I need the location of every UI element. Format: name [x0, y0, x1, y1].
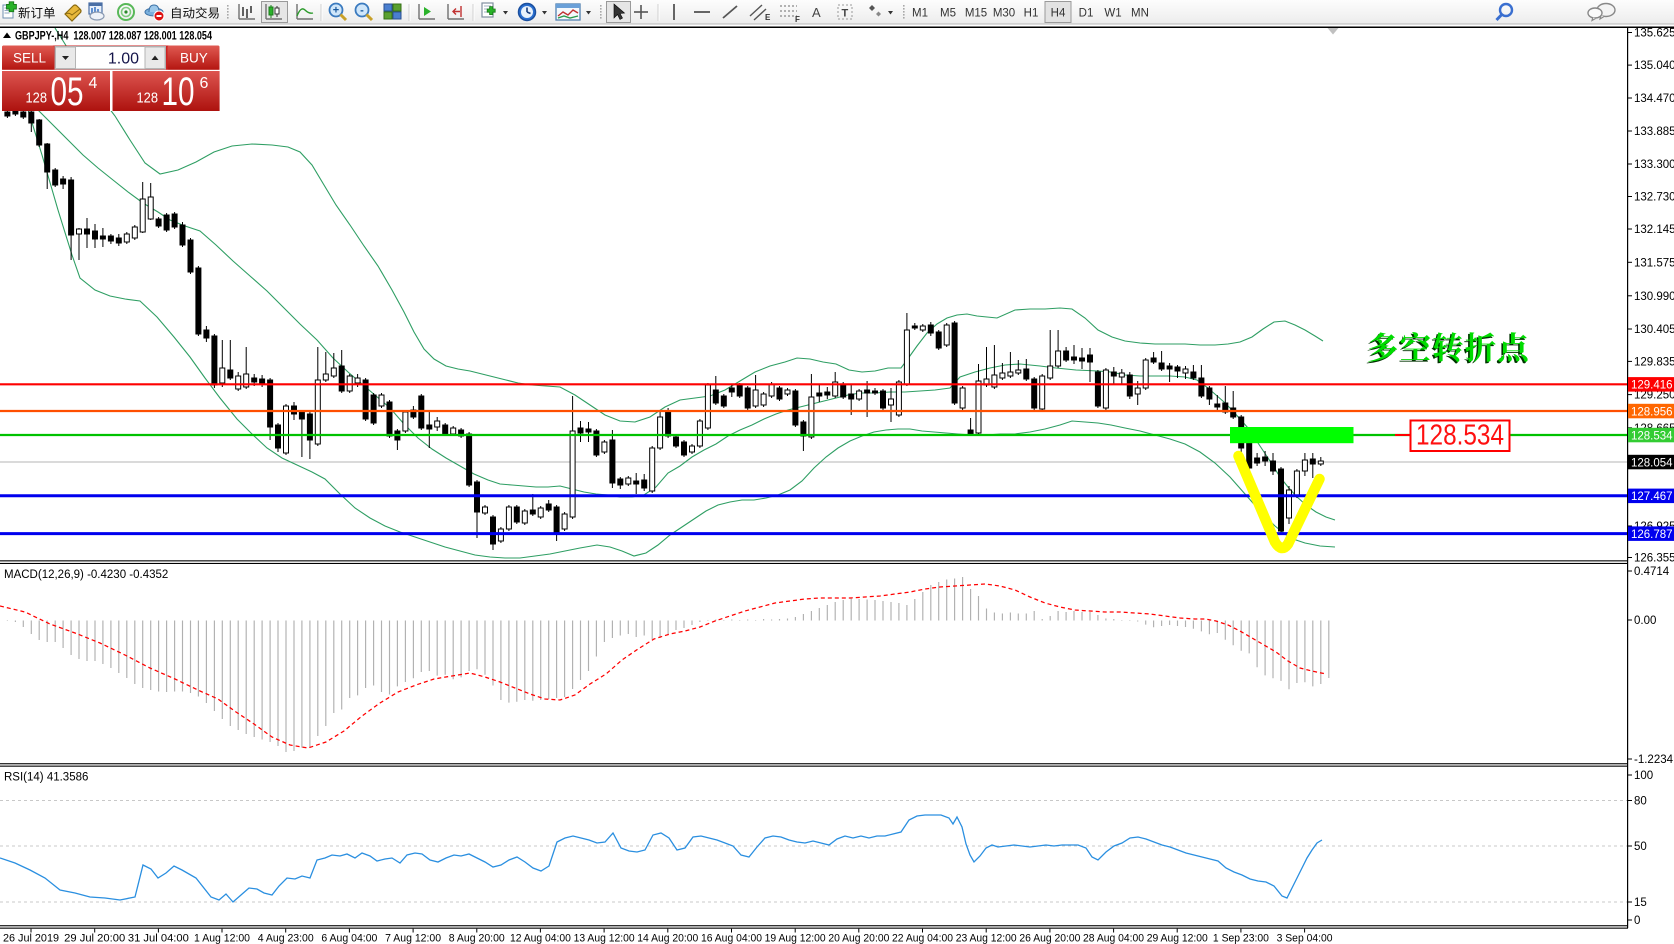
svg-text:29 Jul 20:00: 29 Jul 20:00	[64, 933, 125, 944]
svg-text:MACD(12,26,9) -0.4230 -0.4352: MACD(12,26,9) -0.4230 -0.4352	[4, 569, 168, 581]
svg-text:M1: M1	[912, 8, 928, 20]
svg-text:128.534: 128.534	[1416, 420, 1504, 452]
svg-text:6: 6	[200, 75, 209, 92]
svg-text:23 Aug 12:00: 23 Aug 12:00	[956, 933, 1017, 944]
svg-text:22 Aug 04:00: 22 Aug 04:00	[892, 933, 953, 944]
svg-text:12 Aug 04:00: 12 Aug 04:00	[510, 933, 571, 944]
svg-text:134.470: 134.470	[1634, 93, 1674, 105]
svg-text:M15: M15	[965, 8, 987, 20]
svg-text:BUY: BUY	[180, 51, 208, 66]
svg-text:16 Aug 04:00: 16 Aug 04:00	[701, 933, 762, 944]
svg-text:H1: H1	[1024, 8, 1039, 20]
svg-text:1 Aug 12:00: 1 Aug 12:00	[194, 933, 250, 944]
svg-text:15: 15	[1634, 897, 1647, 909]
svg-text:80: 80	[1634, 796, 1647, 808]
svg-text:26 Jul 2019: 26 Jul 2019	[3, 933, 59, 944]
svg-text:MN: MN	[1131, 8, 1149, 20]
svg-text:31 Jul 04:00: 31 Jul 04:00	[128, 933, 189, 944]
svg-text:10: 10	[162, 70, 195, 114]
svg-text:T: T	[842, 8, 849, 20]
svg-text:131.575: 131.575	[1634, 257, 1674, 269]
svg-text:D1: D1	[1079, 8, 1094, 20]
svg-text:26 Aug 20:00: 26 Aug 20:00	[1019, 933, 1080, 944]
svg-text:130.405: 130.405	[1634, 324, 1674, 336]
svg-text:E: E	[765, 13, 771, 22]
svg-text:-1.2234: -1.2234	[1634, 754, 1674, 766]
svg-text:128: 128	[137, 91, 159, 107]
svg-text:133.885: 133.885	[1634, 126, 1674, 138]
svg-text:0.4714: 0.4714	[1634, 566, 1670, 578]
svg-text:20 Aug 20:00: 20 Aug 20:00	[828, 933, 889, 944]
svg-text:50: 50	[1634, 841, 1647, 853]
svg-text:M5: M5	[940, 8, 956, 20]
svg-text:129.835: 129.835	[1634, 356, 1674, 368]
svg-text:3 Sep 04:00: 3 Sep 04:00	[1277, 933, 1333, 944]
svg-text:126.787: 126.787	[1631, 529, 1673, 541]
svg-text:GBPJPY-,H4 128.007 128.087 12: GBPJPY-,H4 128.007 128.087 128.001 128.0…	[15, 31, 212, 43]
svg-text:0.00: 0.00	[1634, 615, 1656, 627]
svg-text:M30: M30	[993, 8, 1015, 20]
svg-text:1.00: 1.00	[108, 51, 139, 68]
svg-text:4: 4	[89, 75, 98, 92]
svg-text:128.956: 128.956	[1631, 406, 1673, 418]
svg-text:127.467: 127.467	[1631, 491, 1673, 503]
svg-text:+: +	[333, 5, 339, 17]
svg-text:A: A	[812, 5, 821, 20]
svg-text:128: 128	[26, 91, 48, 107]
svg-text:W1: W1	[1104, 8, 1121, 20]
svg-text:6 Aug 04:00: 6 Aug 04:00	[321, 933, 377, 944]
svg-text:135.625: 135.625	[1634, 28, 1674, 40]
svg-text:19 Aug 12:00: 19 Aug 12:00	[765, 933, 826, 944]
svg-text:129.250: 129.250	[1634, 390, 1674, 402]
svg-text:0: 0	[1634, 915, 1640, 927]
svg-text:128.534: 128.534	[1631, 430, 1673, 442]
svg-text:H4: H4	[1051, 8, 1066, 20]
svg-text:135.040: 135.040	[1634, 60, 1674, 72]
svg-text:128.054: 128.054	[1631, 457, 1673, 469]
svg-text:100: 100	[1634, 770, 1653, 782]
svg-text:05: 05	[51, 70, 84, 114]
svg-text:28 Aug 04:00: 28 Aug 04:00	[1083, 933, 1144, 944]
svg-text:-: -	[360, 5, 364, 17]
svg-text:132.730: 132.730	[1634, 192, 1674, 204]
svg-text:126.355: 126.355	[1634, 553, 1674, 565]
svg-text:132.145: 132.145	[1634, 224, 1674, 236]
svg-text:13 Aug 12:00: 13 Aug 12:00	[574, 933, 635, 944]
svg-text:14 Aug 20:00: 14 Aug 20:00	[637, 933, 698, 944]
svg-text:8 Aug 20:00: 8 Aug 20:00	[449, 933, 505, 944]
svg-text:RSI(14) 41.3586: RSI(14) 41.3586	[4, 772, 88, 784]
svg-text:133.300: 133.300	[1634, 159, 1674, 171]
svg-text:129.416: 129.416	[1631, 380, 1673, 392]
svg-text:29 Aug 12:00: 29 Aug 12:00	[1147, 933, 1208, 944]
svg-text:7 Aug 12:00: 7 Aug 12:00	[385, 933, 441, 944]
svg-text:130.990: 130.990	[1634, 291, 1674, 303]
svg-text:SELL: SELL	[13, 51, 47, 66]
svg-text:4 Aug 23:00: 4 Aug 23:00	[258, 933, 314, 944]
svg-text:F: F	[795, 15, 800, 24]
svg-text:1 Sep 23:00: 1 Sep 23:00	[1213, 933, 1269, 944]
